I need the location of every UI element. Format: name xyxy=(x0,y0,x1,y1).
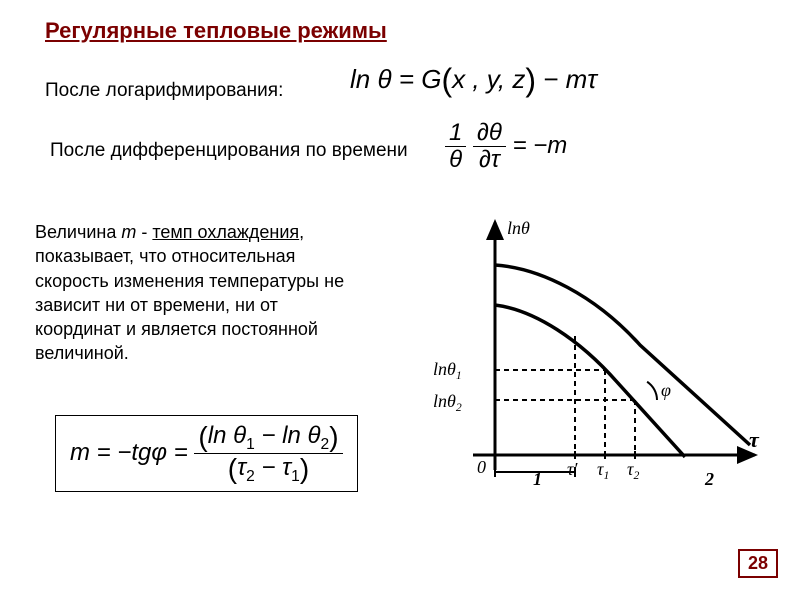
eq3-den: (τ2 − τ1) xyxy=(194,454,342,485)
svg-text:τ2: τ2 xyxy=(627,459,639,482)
eq2-frac1-num: 1 xyxy=(445,120,466,147)
eq1-paren-r: ) xyxy=(525,62,536,98)
eq3-den-s2: 1 xyxy=(291,468,300,485)
svg-text:τ: τ xyxy=(749,427,760,452)
eq3-den-a: τ xyxy=(237,454,246,481)
eq1-equals: = xyxy=(399,64,421,94)
eq1-minus: − xyxy=(543,64,565,94)
eq2-frac2-den: ∂τ xyxy=(473,147,506,173)
eq2-frac1: 1 θ xyxy=(445,120,466,174)
eq2-equals: = xyxy=(513,132,534,159)
eq3-num-s2: 2 xyxy=(321,436,330,453)
eq3-num-pl: ( xyxy=(198,421,207,452)
para-m: m xyxy=(121,222,136,242)
eq3-frac: (ln θ1 − ln θ2) (τ2 − τ1) xyxy=(194,422,342,485)
eq3-eq1: = xyxy=(97,439,118,466)
para-dash: - xyxy=(136,222,152,242)
para-rest: , показывает, что относительная скорость… xyxy=(35,222,344,363)
page-number: 28 xyxy=(738,549,778,578)
eq1-G: G xyxy=(421,64,441,94)
eq2-frac2-num: ∂θ xyxy=(473,120,506,147)
eq3-m: m xyxy=(70,439,90,466)
eq3-num-s1: 1 xyxy=(246,436,255,453)
eq3-num-pr: ) xyxy=(329,421,338,452)
para-underlined: темп охлаждения xyxy=(152,222,299,242)
svg-text:0: 0 xyxy=(477,457,486,477)
eq3-num-mid: − ln θ xyxy=(255,422,321,449)
eq2-rhs: −m xyxy=(533,132,567,159)
label-after-log: После логарифмирования: xyxy=(45,80,283,102)
svg-text:2: 2 xyxy=(704,469,714,489)
label-after-diff: После дифференцирования по времени xyxy=(50,140,408,162)
svg-text:lnθ: lnθ xyxy=(507,218,530,238)
eq1-paren-l: ( xyxy=(441,62,452,98)
para-prefix: Величина xyxy=(35,222,121,242)
svg-text:1: 1 xyxy=(533,469,542,489)
eq3-den-pr: ) xyxy=(300,453,309,484)
body-paragraph: Величина m - темп охлаждения, показывает… xyxy=(35,220,365,366)
cooling-diagram: lnθ τ 0 φ lnθ1 lnθ2 τ′ τ1 τ2 1 2 xyxy=(395,210,765,500)
equation-3-box: m = −tgφ = (ln θ1 − ln θ2) (τ2 − τ1) xyxy=(55,415,358,492)
eq1-lhs: ln θ xyxy=(350,64,392,94)
svg-text:lnθ1: lnθ1 xyxy=(433,359,462,382)
svg-text:τ′: τ′ xyxy=(567,459,578,479)
eq1-args: x , y, z xyxy=(452,64,525,94)
eq3-den-pl: ( xyxy=(228,453,237,484)
eq3-eq2: = xyxy=(174,439,195,466)
eq3-num-a: ln θ xyxy=(208,422,246,449)
eq2-frac2: ∂θ ∂τ xyxy=(473,120,506,174)
svg-text:lnθ2: lnθ2 xyxy=(433,391,462,414)
equation-1: ln θ = G(x , y, z) − mτ xyxy=(350,62,597,99)
eq2-frac1-den: θ xyxy=(445,147,466,173)
eq3-den-mid: − τ xyxy=(255,454,291,481)
eq3-tgphi: −tgφ xyxy=(117,439,167,466)
svg-text:τ1: τ1 xyxy=(597,459,609,482)
equation-2: 1 θ ∂θ ∂τ = −m xyxy=(445,120,567,174)
svg-text:φ: φ xyxy=(661,380,671,400)
page-title: Регулярные тепловые режимы xyxy=(45,18,387,44)
eq3-num: (ln θ1 − ln θ2) xyxy=(194,422,342,454)
eq1-mtau: mτ xyxy=(566,64,597,94)
eq3-den-s1: 2 xyxy=(246,468,255,485)
